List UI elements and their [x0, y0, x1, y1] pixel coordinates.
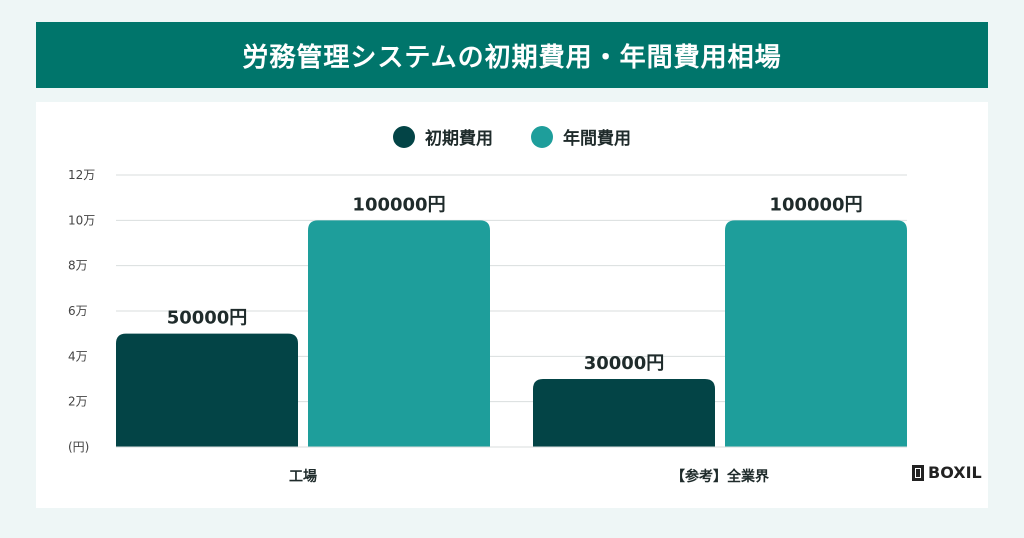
- legend-label-annual: 年間費用: [563, 129, 631, 149]
- data-label: 30000円: [584, 353, 665, 374]
- legend: 初期費用 年間費用: [0, 124, 1024, 149]
- legend-dot-initial: [393, 125, 415, 148]
- y-tick-label: (円): [68, 440, 89, 454]
- brand-name: BOXIL: [928, 463, 982, 482]
- chart-title: 労務管理システムの初期費用・年間費用相場: [242, 42, 782, 73]
- bar-annual: [308, 220, 490, 447]
- x-category-label: 工場: [289, 468, 317, 485]
- data-label: 100000円: [352, 194, 445, 215]
- legend-item-annual: 年間費用: [531, 124, 631, 149]
- legend-label-initial: 初期費用: [425, 129, 493, 149]
- data-label: 50000円: [167, 308, 248, 329]
- data-label: 100000円: [769, 194, 862, 215]
- bar-initial: [533, 379, 715, 447]
- y-tick-label: 6万: [68, 304, 88, 318]
- y-tick-label: 8万: [68, 259, 88, 273]
- y-tick-label: 2万: [68, 395, 88, 409]
- bar-annual: [725, 220, 907, 447]
- brand-logo: BOXIL: [912, 463, 982, 482]
- brand-mark-icon: [912, 464, 924, 481]
- y-tick-label: 12万: [68, 168, 95, 182]
- y-tick-label: 10万: [68, 213, 95, 227]
- title-banner: 労務管理システムの初期費用・年間費用相場: [36, 22, 988, 88]
- legend-item-initial: 初期費用: [393, 124, 493, 149]
- legend-dot-annual: [531, 125, 553, 148]
- x-category-label: 【参考】全業界: [671, 468, 770, 485]
- bar-initial: [116, 333, 298, 447]
- y-tick-label: 4万: [68, 349, 88, 363]
